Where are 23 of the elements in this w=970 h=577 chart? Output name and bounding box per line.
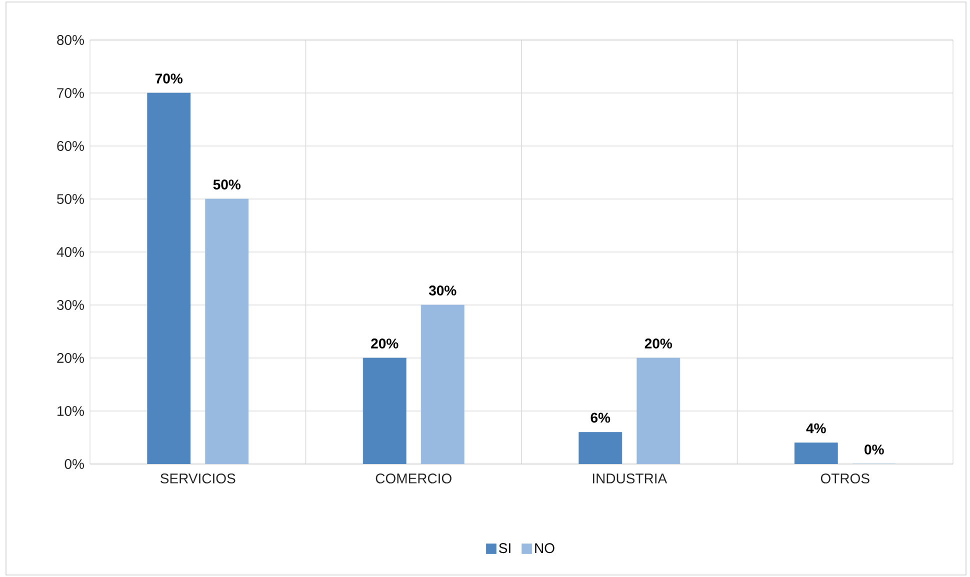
x-tick-label: OTROS	[820, 474, 870, 484]
y-tick-label: 0%	[64, 459, 84, 469]
legend-label: SI	[499, 543, 510, 554]
y-tick-label: 20%	[57, 353, 84, 363]
data-label: 20%	[371, 338, 398, 348]
y-tick-label: 50%	[57, 194, 84, 204]
x-tick-label: SERVICIOS	[160, 474, 236, 484]
y-tick-label: 70%	[57, 88, 84, 98]
y-tick-label: 60%	[57, 141, 84, 151]
y-tick-label: 40%	[56, 247, 84, 257]
y-tick-label: 10%	[58, 406, 84, 416]
legend-label: NO	[535, 543, 554, 554]
y-tick-label: 30%	[56, 300, 84, 310]
data-label: 4%	[806, 423, 826, 434]
data-label: 6%	[590, 412, 610, 423]
data-label: 70%	[155, 74, 183, 84]
data-label: 30%	[428, 286, 456, 296]
data-label: 20%	[644, 338, 672, 348]
y-tick-label: 80%	[57, 35, 84, 45]
data-label: 50%	[213, 180, 241, 190]
x-tick-label: INDUSTRIA	[592, 474, 668, 484]
data-label: 0%	[864, 444, 884, 454]
x-tick-label: COMERCIO	[376, 474, 452, 484]
